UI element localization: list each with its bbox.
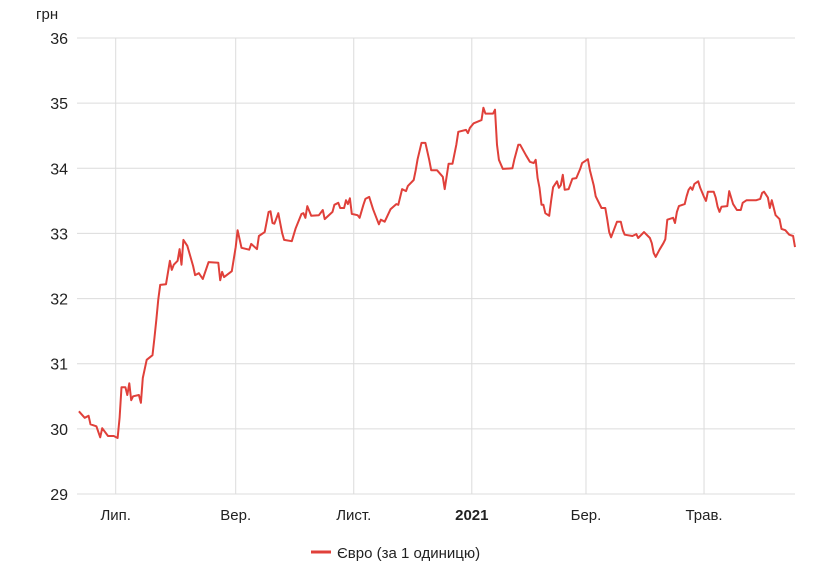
y-axis-ticks: 29 30 31 32 33 34 35 36 [50, 31, 68, 504]
legend-label-euro: Євро (за 1 одиницю) [337, 545, 480, 562]
x-tick-label: Лист. [336, 507, 371, 524]
vertical-gridlines [115, 38, 705, 494]
series-group [78, 106, 796, 439]
y-tick-label: 31 [50, 357, 68, 374]
y-axis-unit-label: грн [36, 6, 58, 23]
y-tick-label: 35 [50, 96, 68, 113]
x-tick-label: Бер. [571, 507, 602, 524]
series-line-euro [78, 106, 796, 439]
x-tick-label: Вер. [220, 507, 251, 524]
y-tick-label: 36 [50, 31, 68, 48]
y-tick-label: 32 [50, 292, 68, 309]
legend[interactable]: Євро (за 1 одиницю) [311, 545, 480, 562]
x-tick-label: Лип. [100, 507, 131, 524]
y-tick-label: 34 [50, 161, 68, 178]
x-axis-ticks: Лип. Вер. Лист. 2021 Бер. Трав. [100, 507, 722, 524]
y-tick-label: 29 [50, 487, 68, 504]
x-tick-label: Трав. [685, 507, 722, 524]
x-tick-label: 2021 [455, 507, 488, 524]
y-tick-label: 30 [50, 422, 68, 439]
y-tick-label: 33 [50, 226, 68, 243]
horizontal-gridlines [77, 37, 795, 495]
